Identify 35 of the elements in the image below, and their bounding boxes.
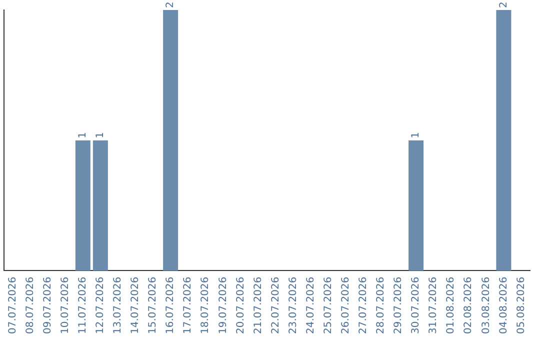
x-tick-label: 09.07.2026 (42, 276, 54, 334)
x-tick-label: 29.07.2026 (393, 276, 404, 334)
x-tick-label: 02.08.2026 (463, 276, 474, 334)
x-tick-label: 11.07.2026 (77, 276, 88, 334)
x-tick-label: 14.07.2026 (130, 276, 142, 334)
x-tick-label: 03.08.2026 (480, 276, 492, 334)
data-label: 2 (165, 2, 176, 8)
x-tick-label: 16.07.2026 (165, 276, 176, 334)
data-label: 1 (95, 132, 106, 138)
x-tick-label: 26.07.2026 (340, 276, 352, 334)
x-tick-label: 08.07.2026 (24, 276, 36, 334)
x-tick-label: 18.07.2026 (200, 276, 212, 334)
x-tick-label: 31.07.2026 (428, 276, 440, 334)
x-tick-label: 25.07.2026 (322, 276, 334, 334)
x-tick-label: 23.07.2026 (288, 276, 299, 334)
x-tick-label: 04.08.2026 (498, 276, 510, 334)
x-tick-label: 21.07.2026 (252, 276, 264, 334)
x-tick-label: 12.07.2026 (95, 276, 106, 334)
data-label: 1 (410, 132, 422, 138)
x-tick-label: 27.07.2026 (358, 276, 370, 334)
x-tick-label: 22.07.2026 (270, 276, 282, 334)
data-label: 1 (77, 132, 88, 138)
x-tick-label: 15.07.2026 (148, 276, 159, 334)
x-tick-label: 10.07.2026 (60, 276, 71, 334)
x-tick-label: 01.08.2026 (446, 276, 457, 334)
x-tick-label: 13.07.2026 (112, 276, 124, 334)
x-tick-label: 28.07.2026 (376, 276, 387, 334)
x-tick-label: 24.07.2026 (305, 276, 316, 334)
x-tick-label: 19.07.2026 (218, 276, 229, 334)
x-tick-label: 20.07.2026 (235, 276, 246, 334)
x-tick-label: 07.07.2026 (7, 276, 18, 334)
x-tick-label: 17.07.2026 (182, 276, 194, 334)
x-tick-label: 05.08.2026 (516, 276, 527, 334)
data-label: 2 (498, 2, 510, 8)
x-tick-label: 30.07.2026 (410, 276, 422, 334)
